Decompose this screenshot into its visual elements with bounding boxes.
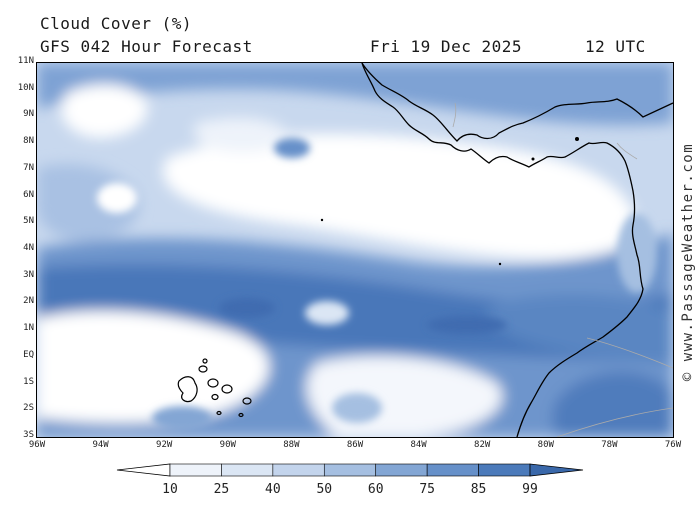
- colorbar-label: 60: [367, 482, 384, 497]
- lat-label: 11N: [17, 56, 34, 66]
- lat-label: 7N: [23, 162, 34, 173]
- small-islands: [320, 137, 579, 266]
- lon-label: 82W: [474, 440, 491, 450]
- colorbar-label: 25: [213, 482, 230, 497]
- lon-label: 92W: [156, 440, 173, 450]
- lat-label: 9N: [23, 109, 34, 120]
- colorbar-segment: [426, 463, 479, 477]
- lat-label: EQ: [23, 349, 34, 360]
- lat-label: 6N: [23, 189, 34, 200]
- colorbar-segment: [221, 463, 274, 477]
- lon-label: 84W: [410, 440, 427, 450]
- lon-label: 96W: [28, 440, 46, 450]
- colorbar-label: 85: [470, 482, 487, 497]
- colorbar-label: 10: [162, 482, 178, 497]
- lon-label: 94W: [92, 440, 109, 450]
- lat-label: 1S: [23, 376, 34, 387]
- cloud-map: [37, 63, 673, 437]
- colorbar-segment: [323, 463, 377, 477]
- watermark-credit: © www.PassageWeather.com: [680, 142, 696, 382]
- forecast-time: 12 UTC: [585, 37, 646, 56]
- cloud-detail: [97, 138, 657, 430]
- galapagos-islands: [177, 358, 252, 418]
- colorbar-label: 50: [316, 482, 333, 497]
- country-border: [556, 407, 673, 437]
- colorbar-max-arrow: [529, 463, 584, 477]
- north-coastline: [361, 63, 673, 142]
- forecast-date: Fri 19 Dec 2025: [370, 37, 522, 56]
- country-border: [586, 337, 673, 369]
- forecast-label: GFS 042 Hour Forecast: [40, 37, 253, 56]
- country-border: [452, 102, 457, 128]
- lat-label: 2S: [23, 403, 34, 414]
- colorbar-label: 75: [419, 482, 435, 497]
- lon-label: 80W: [537, 440, 554, 450]
- color-scale-bar: [116, 463, 584, 477]
- colorbar-segment: [375, 463, 428, 477]
- lat-label: 2N: [23, 296, 34, 307]
- country-border: [616, 142, 638, 160]
- lon-label: 76W: [664, 440, 682, 450]
- pacific-coastline: [361, 63, 644, 437]
- lat-label: 3S: [23, 430, 34, 440]
- lon-label: 78W: [601, 440, 618, 450]
- lon-label: 86W: [346, 440, 364, 450]
- colorbar-min-arrow: [116, 463, 171, 477]
- colorbar-segment: [478, 463, 531, 477]
- lat-label: 8N: [23, 136, 34, 147]
- lon-label: 90W: [219, 440, 236, 450]
- lat-label: 5N: [23, 216, 34, 227]
- map-area: [36, 62, 674, 438]
- lat-label: 3N: [23, 269, 34, 280]
- lat-label: 10N: [17, 82, 34, 93]
- colorbar-label: 99: [522, 482, 538, 497]
- colorbar-label: 40: [265, 482, 281, 497]
- lat-label: 4N: [23, 243, 34, 253]
- colorbar-segment: [272, 463, 325, 477]
- lon-label: 88W: [283, 440, 300, 450]
- colorbar-segment: [169, 463, 222, 477]
- map-title: Cloud Cover (%): [40, 14, 192, 33]
- lat-label: 1N: [23, 323, 34, 334]
